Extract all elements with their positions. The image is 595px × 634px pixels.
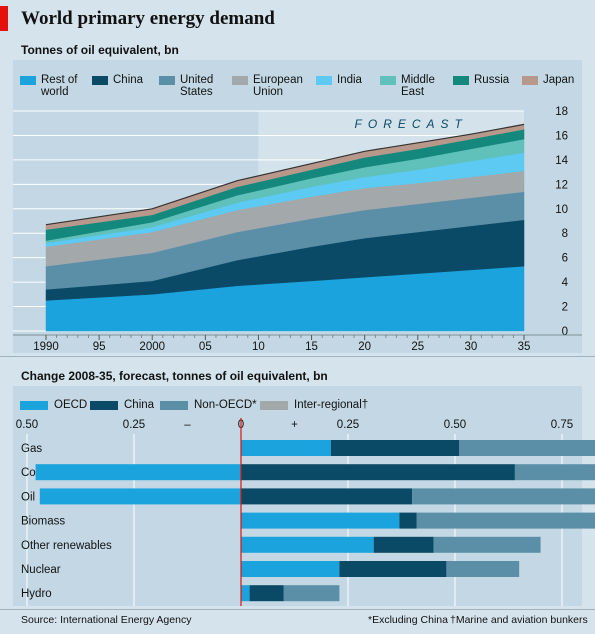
area-chart: FORECAST 0 2 4 6 8 10 12 14 16 18 1990 95 2000 05 10 15 2… [13, 106, 582, 353]
bar-non-oecd [412, 488, 595, 505]
legend-swatch [522, 76, 538, 85]
category-label: Nuclear [21, 564, 61, 576]
plus-sign: + [291, 419, 298, 431]
bar-non-oecd [433, 536, 541, 553]
legend-label: India [337, 74, 362, 86]
bar-china [241, 464, 515, 481]
legend-label: Russia [474, 74, 510, 86]
bar-non-oecd [283, 585, 340, 602]
legend-label: Middle East [401, 74, 435, 98]
y-tick-label: 18 [555, 106, 568, 118]
bar-oecd [241, 561, 340, 577]
y-tick-label: 10 [555, 204, 568, 216]
legend-swatch [380, 76, 396, 85]
bar-chart-subtitle: Change 2008-35, forecast, tonnes of oil … [21, 369, 328, 383]
category-label: Hydro [21, 588, 52, 600]
bar-china [249, 585, 284, 602]
y-tick-label: 6 [562, 253, 568, 265]
legend-label: Rest of world [41, 74, 78, 98]
x-tick-label: 30 [464, 341, 477, 353]
legend-label: China [113, 74, 144, 86]
footnote-bunkers: †Marine and aviation bunkers [450, 614, 588, 626]
x-tick-label: 35 [518, 341, 531, 353]
legend-swatch [92, 76, 108, 85]
x-tick-label: 0.75 [551, 419, 573, 431]
category-label: Gas [21, 443, 42, 455]
forecast-label: FORECAST [355, 117, 468, 131]
bar-non-oecd [514, 464, 595, 481]
bar-oecd [39, 488, 241, 505]
legend-swatch [159, 76, 175, 85]
x-tick-label: 95 [93, 341, 106, 353]
legend-swatch [453, 76, 469, 85]
y-tick-label: 12 [555, 179, 568, 191]
x-tick-label: 15 [305, 341, 318, 353]
x-tick-label: 05 [199, 341, 212, 353]
category-label: Biomass [21, 516, 65, 528]
bar-oecd [241, 536, 374, 553]
legend-label: Non-OECD* [194, 399, 257, 411]
y-tick-label: 16 [555, 130, 568, 142]
y-tick-label: 8 [562, 228, 568, 240]
bar-oecd [241, 440, 331, 456]
bar-chart: 0.500.2500.250.500.751.001.25–+GasCoalOi… [16, 418, 595, 606]
x-tick-label: 1990 [33, 341, 59, 353]
bar-oecd [241, 585, 250, 602]
legend-swatch [232, 76, 248, 85]
source-note: Source: International Energy Agency [21, 614, 192, 626]
bar-china [330, 440, 460, 456]
bar-chart-legend: OECD China Non-OECD* Inter-regional† [20, 399, 580, 413]
legend-label: Japan [543, 74, 575, 86]
page-title: World primary energy demand [21, 8, 275, 29]
legend-swatch [160, 401, 188, 410]
legend-label: European Union [253, 74, 303, 98]
divider [0, 609, 595, 610]
legend-swatch [90, 401, 118, 410]
minus-sign: – [184, 419, 191, 431]
bar-china [373, 536, 434, 553]
x-tick-label: 2000 [139, 341, 165, 353]
area-chart-subtitle: Tonnes of oil equivalent, bn [21, 43, 179, 57]
x-tick-label: 25 [411, 341, 424, 353]
category-label: Oil [21, 491, 35, 503]
legend-label: China [124, 399, 155, 411]
legend-label: United States [180, 74, 214, 98]
bar-china [339, 561, 447, 577]
legend-swatch [20, 76, 36, 85]
divider [0, 356, 595, 357]
x-tick-label: 0.50 [444, 419, 466, 431]
legend-swatch [260, 401, 288, 410]
x-tick-label: 10 [252, 341, 265, 353]
x-tick-label: 0.25 [123, 419, 145, 431]
brand-flag [0, 6, 8, 31]
bar-china [399, 512, 417, 529]
y-tick-label: 14 [555, 155, 568, 167]
footnote-excluding-china: *Excluding China [368, 614, 448, 626]
total-outline [45, 123, 525, 226]
y-tick-label: 0 [562, 326, 568, 338]
category-label: Other renewables [21, 540, 112, 552]
bar-non-oecd [416, 512, 595, 529]
y-tick-label: 4 [562, 277, 569, 289]
x-tick-label: 0.50 [16, 419, 38, 431]
bar-non-oecd [446, 561, 520, 577]
bar-china [241, 488, 413, 505]
bar-oecd [241, 512, 400, 529]
x-tick-label: 20 [358, 341, 371, 353]
y-tick-label: 2 [562, 302, 568, 314]
area-chart-legend: Rest of world China United States Europe… [20, 74, 580, 104]
legend-label: OECD [54, 399, 88, 411]
legend-swatch [20, 401, 48, 410]
bar-non-oecd [459, 440, 595, 456]
bar-oecd [35, 464, 241, 481]
legend-label: Inter-regional† [294, 399, 369, 411]
x-tick-label: 0.25 [337, 419, 359, 431]
legend-swatch [316, 76, 332, 85]
